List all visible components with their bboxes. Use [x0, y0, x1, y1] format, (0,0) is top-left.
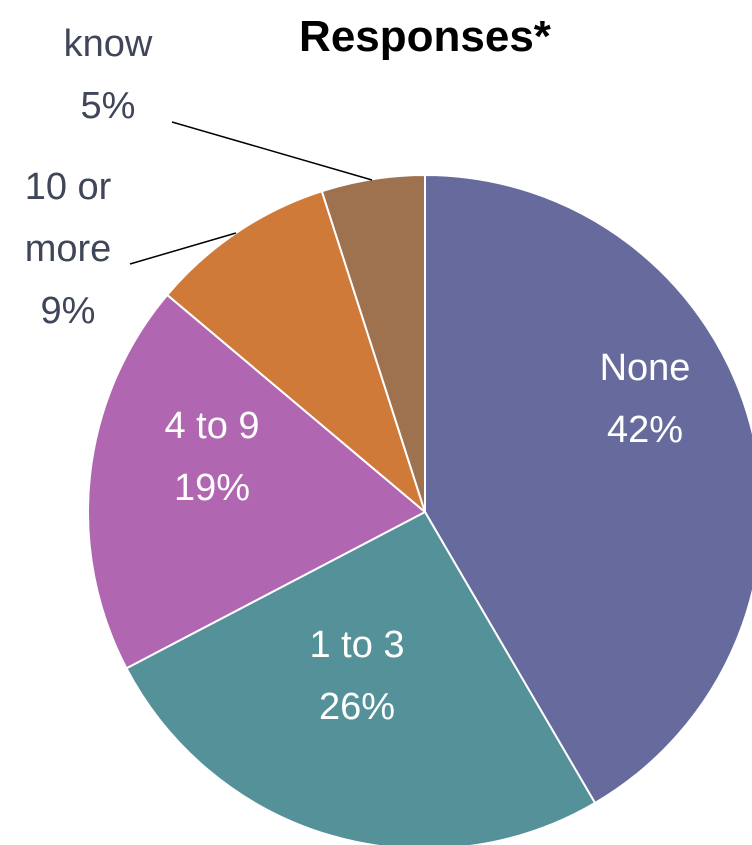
leader-line-10-or-more	[129, 232, 237, 265]
pie-slice-don-t-know	[320, 173, 426, 513]
leader-line-don-t-know	[171, 121, 373, 181]
slice-label-don-t-know: Don'tknow5%	[64, 0, 153, 127]
pie-slices	[87, 173, 752, 845]
pie-slice-1-to-3	[125, 510, 597, 845]
slice-label-none: None 42%	[600, 347, 691, 451]
pie-slice-4-to-9	[87, 293, 427, 670]
pie-slice-10-or-more	[165, 189, 428, 516]
slice-label-1-to-3: 1 to 3 26%	[309, 624, 404, 728]
slice-label-4-to-9: 4 to 9 19%	[164, 405, 259, 509]
leader-lines	[129, 121, 373, 265]
slice-label-10-or-more: 10 or more 9%	[25, 166, 112, 332]
chart-title: Responses*	[299, 12, 552, 61]
pie-slice-none	[424, 173, 752, 805]
